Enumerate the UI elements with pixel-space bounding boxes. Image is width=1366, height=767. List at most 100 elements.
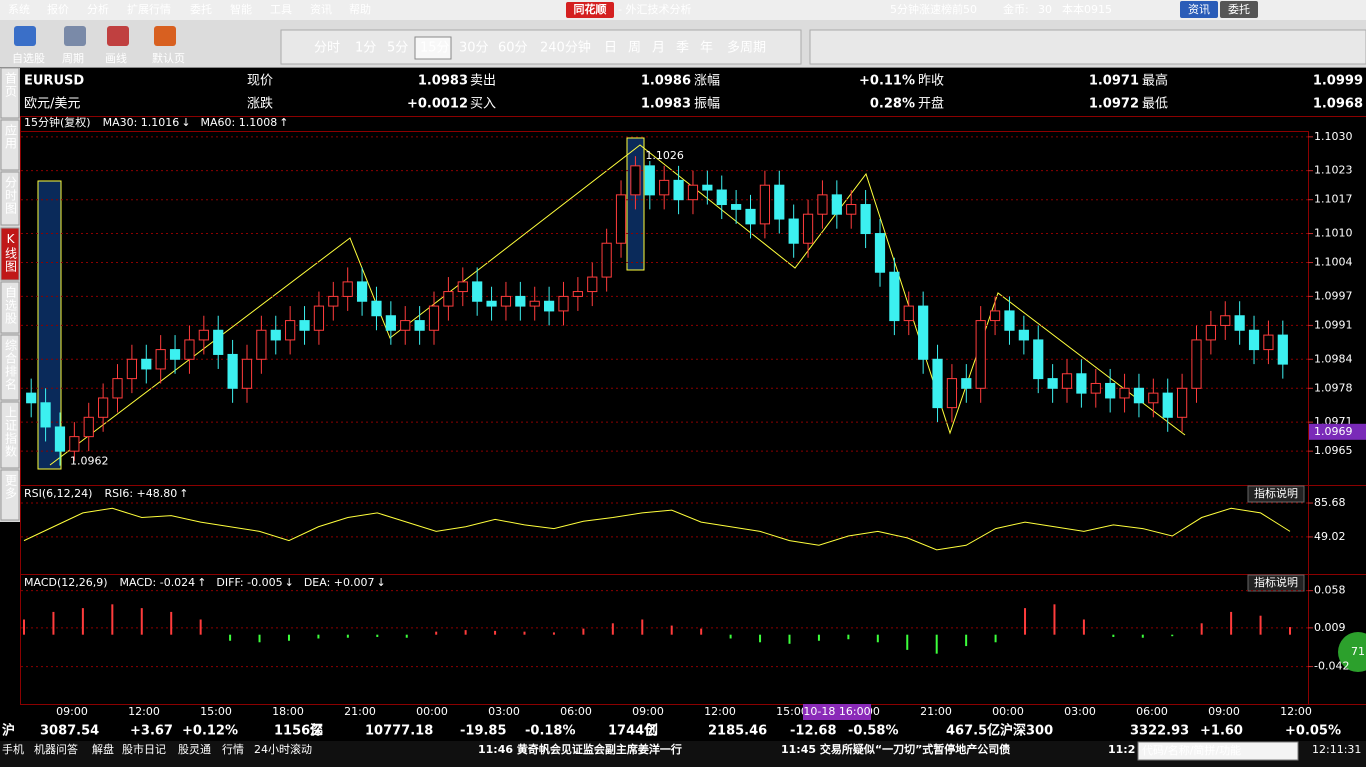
period-button[interactable]: 5分 [387, 41, 408, 56]
candle-body [313, 305, 325, 331]
news-item[interactable]: 11:2 [1108, 743, 1135, 756]
search-placeholder[interactable]: 代码/名称/简拼/功能 [1142, 743, 1241, 757]
side-tab[interactable] [0, 119, 20, 171]
period-button[interactable]: 60分 [498, 41, 528, 56]
side-tab[interactable] [0, 227, 20, 281]
tool-icon[interactable] [154, 26, 176, 46]
y-tick-label: 1.1004 [1314, 256, 1353, 269]
news-item[interactable]: 11:46 黄奇帆会见证监会副主席姜洋一行 [478, 742, 682, 756]
side-tab[interactable] [0, 334, 20, 401]
indicator-button-label[interactable]: 指标说明 [1254, 575, 1298, 589]
side-tab[interactable] [0, 281, 20, 334]
draw-tools [809, 29, 1366, 65]
top-button-label[interactable]: 委托 [1228, 2, 1250, 16]
period-button[interactable]: 多周期 [727, 40, 766, 56]
bottom-tab[interactable]: 手机 [2, 742, 24, 756]
candle-body [874, 233, 886, 273]
quote-label: 现价 [247, 74, 273, 89]
bottom-tab[interactable]: 股灵通 [178, 743, 211, 756]
side-tab[interactable] [0, 401, 20, 469]
bottom-tab[interactable]: 股市日记 [122, 742, 166, 756]
tool-icon[interactable] [64, 26, 86, 46]
quote-label: 最高 [1142, 73, 1168, 89]
side-tab-label[interactable]: 综合排名 [4, 339, 18, 391]
gold-label: 金币: [1003, 2, 1029, 16]
tool-icon[interactable] [14, 26, 36, 46]
candle-body [40, 402, 51, 428]
news-item[interactable]: 11:45 交易所疑似“一刀切”式暂停地产公司债 [781, 742, 1010, 756]
period-button[interactable]: 周 [628, 41, 641, 56]
side-tab[interactable] [0, 171, 20, 226]
candle-body [1090, 382, 1101, 394]
top-button[interactable] [1180, 1, 1218, 18]
candle-body [644, 165, 655, 196]
menu-item[interactable]: 报价 [47, 2, 69, 16]
candle-body [975, 320, 986, 389]
side-tab[interactable] [0, 67, 20, 119]
rsi-line [23, 507, 1291, 551]
candle-body [299, 320, 310, 331]
menu-item[interactable]: 扩展行情 [127, 2, 171, 16]
period-button[interactable]: 分时 [314, 41, 340, 56]
menu-item[interactable]: 委托 [190, 2, 212, 16]
side-tab-label[interactable]: 上证指数 [4, 406, 18, 458]
account[interactable]: 本本0915 [1062, 2, 1112, 16]
bottom-tab[interactable]: 机器问答 [34, 742, 78, 756]
side-tab-label[interactable]: 首页 [4, 72, 18, 98]
search-box[interactable] [1137, 741, 1299, 761]
y-tick-label: 1.1030 [1314, 130, 1353, 143]
tool-label[interactable]: 画线 [105, 51, 127, 65]
candle-body [817, 194, 828, 215]
candle-body [1277, 334, 1288, 365]
legend-text: MA60: 1.1008 [201, 116, 278, 129]
side-tab-label[interactable]: 分时图 [4, 176, 18, 215]
tool-label[interactable]: 默认页 [152, 52, 185, 65]
side-tab-label[interactable]: 更多 [4, 474, 18, 500]
candle-body [69, 436, 80, 452]
candle-body [731, 204, 742, 210]
period-button[interactable]: 15分 [420, 41, 450, 56]
period-active[interactable] [414, 36, 452, 60]
badge-label[interactable]: 71 [1351, 645, 1365, 658]
menu-item[interactable]: 帮助 [349, 2, 371, 16]
period-button[interactable]: 1分 [355, 41, 376, 56]
quote-value: 1.0968 [1313, 97, 1363, 112]
menu-item[interactable]: 系统 [8, 3, 30, 16]
candle-body [414, 320, 425, 331]
tool-icon[interactable] [107, 26, 129, 46]
side-tab-label[interactable]: K线图 [4, 232, 18, 273]
tool-label[interactable]: 周期 [62, 52, 84, 65]
side-tab-label[interactable]: 应用 [4, 123, 18, 150]
float-badge[interactable] [1338, 632, 1366, 672]
y-tick-label: 1.0997 [1314, 289, 1353, 302]
period-button[interactable]: 年 [700, 41, 713, 56]
candle-body [256, 329, 267, 360]
quote-value: 1.0983 [418, 74, 468, 89]
bottom-tab[interactable]: 24小时滚动 [254, 742, 312, 756]
indicator-button[interactable] [1247, 485, 1305, 503]
top-button[interactable] [1220, 1, 1258, 18]
menu-item[interactable]: 智能 [230, 2, 252, 16]
period-button[interactable]: 240分钟 [540, 40, 591, 56]
period-button[interactable]: 季 [676, 41, 689, 56]
bottom-tab[interactable]: 解盘 [92, 742, 114, 756]
top-button-label[interactable]: 资讯 [1188, 3, 1210, 16]
indicator-button-label[interactable]: 指标说明 [1254, 486, 1298, 500]
period-button[interactable]: 月 [652, 41, 665, 56]
period-button[interactable]: 30分 [459, 41, 489, 56]
candle-body [1105, 382, 1116, 399]
y-tick-label: 0.009 [1314, 621, 1346, 634]
legend-arrow: ↓ [376, 576, 385, 589]
menu-item[interactable]: 资讯 [310, 3, 332, 16]
y-tick-label: 1.0965 [1314, 444, 1353, 457]
status-item: -12.68 [790, 724, 837, 739]
menu-item[interactable]: 工具 [270, 3, 292, 16]
side-tab[interactable] [0, 469, 20, 521]
notice[interactable]: 5分钟涨速榜前50 [890, 2, 977, 16]
window-title: - 外汇技术分析 [618, 2, 691, 16]
tool-label[interactable]: 自选股 [12, 52, 45, 65]
period-button[interactable]: 日 [604, 41, 617, 56]
side-tab-label[interactable]: 自选股 [4, 286, 18, 325]
menu-item[interactable]: 分析 [87, 2, 109, 16]
bottom-tab[interactable]: 行情 [222, 743, 244, 756]
